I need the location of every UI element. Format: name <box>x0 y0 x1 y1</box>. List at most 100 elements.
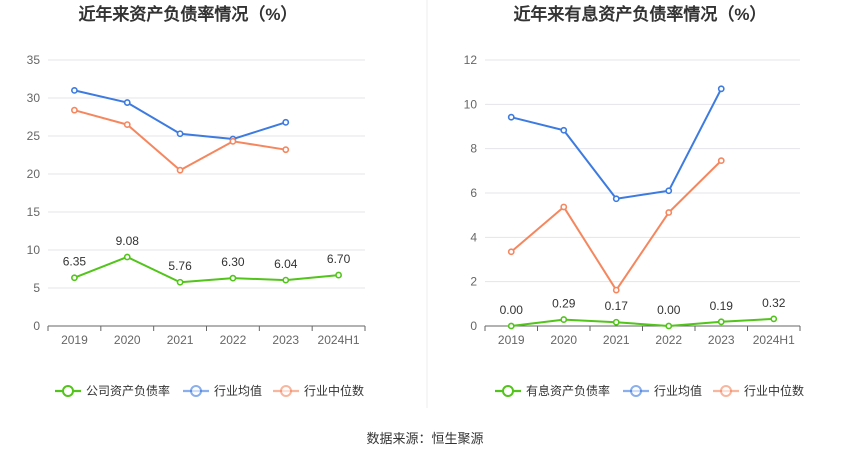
legend-label: 行业中位数 <box>304 383 364 398</box>
data-point <box>507 322 515 330</box>
series-line-industry-mean <box>511 88 723 200</box>
x-tick-label: 2024H1 <box>318 333 360 347</box>
data-point <box>665 322 673 330</box>
y-tick-label: 35 <box>27 53 41 67</box>
y-tick-label: 12 <box>464 53 478 67</box>
y-tick-label: 10 <box>464 97 478 111</box>
data-point <box>612 318 620 326</box>
data-point <box>560 203 568 211</box>
data-point <box>282 146 290 154</box>
chart-debt-ratio: 近年来资产负债率情况（%） 0 5 10 15 20 25 30 35 2019 2020 2021 2… <box>27 4 366 398</box>
data-point <box>229 274 237 282</box>
legend-marker <box>720 385 732 397</box>
y-tick-label: 2 <box>470 275 477 289</box>
data-point <box>176 166 184 174</box>
legend-marker <box>62 385 74 397</box>
series-industry-mean <box>507 85 725 203</box>
x-tick-label: 2024H1 <box>753 333 795 347</box>
data-point <box>71 274 78 282</box>
data-label: 6.30 <box>221 255 245 269</box>
y-tick-label: 20 <box>27 167 41 181</box>
data-label: 0.19 <box>710 299 734 313</box>
legend-item-company: 有息资产负债率 <box>495 383 610 398</box>
data-point <box>665 187 673 195</box>
x-tick-label: 2020 <box>550 333 577 347</box>
y-tick-label: 8 <box>470 142 477 156</box>
x-tick-label: 2022 <box>655 333 682 347</box>
data-point <box>612 286 620 294</box>
y-tick-label: 25 <box>27 129 41 143</box>
data-point <box>560 316 568 323</box>
data-point <box>770 315 778 323</box>
data-point <box>560 126 568 134</box>
legend: 公司资产负债率 行业均值 行业中位数 <box>55 383 364 398</box>
data-point <box>717 157 725 165</box>
data-point <box>176 278 184 286</box>
x-tick-label: 2020 <box>114 333 141 347</box>
data-label: 5.76 <box>168 259 192 273</box>
data-point <box>507 248 515 256</box>
y-tick-label: 5 <box>33 281 40 295</box>
y-tick-label: 10 <box>27 243 41 257</box>
y-tick-label: 0 <box>470 319 477 333</box>
data-label: 0.00 <box>500 303 524 317</box>
legend-item-industry-mean: 行业均值 <box>183 383 262 398</box>
legend-marker <box>502 385 514 397</box>
legend-label: 行业均值 <box>214 383 262 398</box>
x-tick-label: 2023 <box>708 333 735 347</box>
legend-label: 行业均值 <box>654 383 702 398</box>
data-point <box>717 318 725 326</box>
source-note: 数据来源：恒生聚源 <box>366 431 483 446</box>
legend-marker <box>630 385 642 397</box>
data-point <box>282 118 290 126</box>
y-tick-label: 15 <box>27 205 41 219</box>
data-label: 6.70 <box>327 252 351 266</box>
data-point <box>665 209 673 216</box>
series-industry-median <box>71 106 290 174</box>
legend-marker <box>190 385 202 397</box>
data-label: 6.35 <box>63 255 87 269</box>
series-line-industry-median <box>510 159 722 292</box>
data-point <box>717 85 725 93</box>
x-tick-label: 2022 <box>220 333 247 347</box>
legend-label: 有息资产负债率 <box>526 383 610 398</box>
data-label: 0.32 <box>762 296 786 310</box>
series-company: 6.35 9.08 5.76 6.30 6.04 6.70 <box>63 234 351 286</box>
chart-title: 近年来有息资产负债率情况（%） <box>513 4 766 24</box>
data-label: 0.29 <box>552 297 576 311</box>
legend-item-company: 公司资产负债率 <box>55 383 170 398</box>
legend-label: 公司资产负债率 <box>86 383 170 398</box>
y-tick-label: 6 <box>470 186 477 200</box>
legend-label: 行业中位数 <box>744 383 804 398</box>
data-label: 9.08 <box>116 234 140 248</box>
data-point <box>612 195 620 203</box>
chart-interest-debt-ratio: 近年来有息资产负债率情况（%） 0 2 4 6 8 10 12 2019 2020 2021 2022… <box>464 4 804 398</box>
y-tick-label: 30 <box>27 91 41 105</box>
chart-title: 近年来资产负债率情况（%） <box>78 4 297 24</box>
y-tick-label: 0 <box>33 319 40 333</box>
series-industry-mean <box>71 87 290 143</box>
series-industry-median <box>507 157 725 294</box>
legend: 有息资产负债率 行业均值 行业中位数 <box>495 383 804 398</box>
y-tick-label: 4 <box>470 230 477 244</box>
series-company: 0.00 0.29 0.17 0.00 0.19 0.32 <box>500 296 786 330</box>
legend-item-industry-median: 行业中位数 <box>273 383 364 398</box>
data-point <box>71 87 78 94</box>
data-point <box>507 113 515 121</box>
series-line-company <box>511 317 774 327</box>
series-line-company <box>74 255 339 284</box>
x-tick-label: 2021 <box>167 333 194 347</box>
data-point <box>123 253 131 261</box>
x-tick-label: 2023 <box>272 333 299 347</box>
data-point <box>123 99 131 106</box>
data-point <box>123 121 131 128</box>
data-point <box>176 130 184 138</box>
series-line-industry-median <box>74 109 286 172</box>
legend-marker <box>280 385 292 397</box>
x-tick-label: 2021 <box>603 333 630 347</box>
data-label: 0.00 <box>657 303 681 317</box>
x-tick-label: 2019 <box>498 333 525 347</box>
x-tick-label: 2019 <box>61 333 88 347</box>
data-label: 6.04 <box>274 257 298 271</box>
